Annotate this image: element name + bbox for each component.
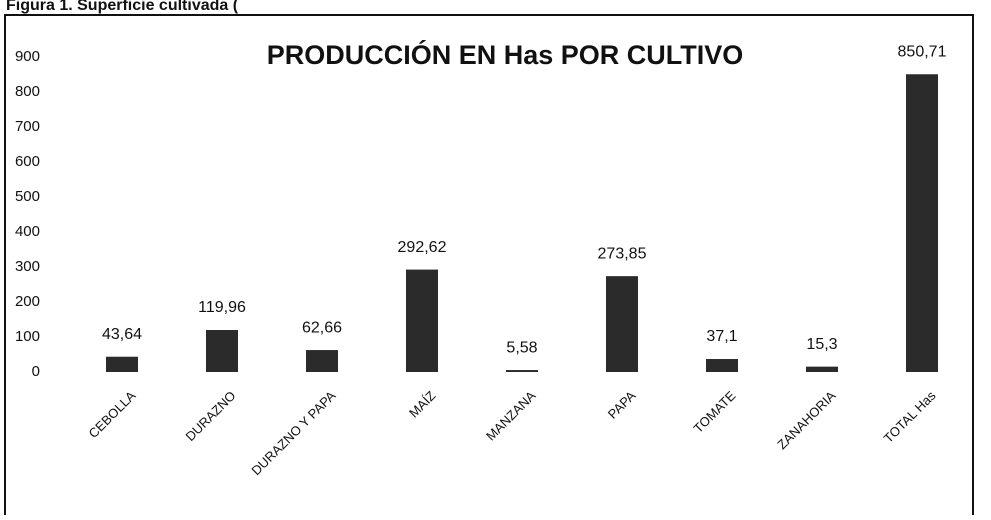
bar bbox=[206, 330, 238, 372]
y-tick-label: 600 bbox=[15, 153, 40, 170]
y-tick-label: 400 bbox=[15, 223, 40, 240]
x-tick-label: DURAZNO Y PAPA bbox=[248, 388, 338, 478]
y-tick-label: 900 bbox=[15, 48, 40, 65]
value-label: 273,85 bbox=[598, 245, 647, 262]
bar bbox=[606, 276, 638, 372]
figure-caption: Figura 1. Superficie cultivada ( bbox=[6, 0, 239, 14]
value-label: 37,1 bbox=[706, 328, 737, 345]
bar bbox=[306, 350, 338, 372]
chart-frame bbox=[4, 14, 974, 520]
x-tick-label: MAÍZ bbox=[406, 388, 439, 421]
x-tick-label: ZANAHORIA bbox=[774, 388, 838, 452]
value-label: 15,3 bbox=[806, 336, 837, 353]
bar bbox=[906, 74, 938, 373]
x-tick-label: MANZANA bbox=[483, 388, 539, 444]
y-tick-label: 100 bbox=[15, 328, 40, 345]
value-label: 43,64 bbox=[102, 326, 142, 343]
bar bbox=[506, 370, 538, 372]
chart-title: PRODUCCIÓN EN Has POR CULTIVO bbox=[267, 39, 744, 70]
y-tick-label: 800 bbox=[15, 83, 40, 100]
value-label: 119,96 bbox=[198, 299, 246, 316]
value-label: 292,62 bbox=[398, 239, 447, 256]
x-tick-label: PAPA bbox=[605, 388, 639, 422]
x-tick-label: DURAZNO bbox=[182, 388, 238, 444]
x-tick-label: TOTAL Has bbox=[881, 388, 939, 446]
x-tick-label: CEBOLLA bbox=[86, 388, 139, 441]
y-tick-label: 300 bbox=[15, 258, 40, 275]
bar bbox=[406, 269, 438, 372]
value-label: 850,71 bbox=[898, 43, 947, 60]
bar bbox=[706, 359, 738, 372]
y-tick-label: 500 bbox=[15, 188, 40, 205]
y-tick-label: 200 bbox=[15, 293, 40, 310]
x-tick-label: TOMATE bbox=[690, 388, 738, 436]
bar bbox=[806, 366, 838, 372]
value-label: 5,58 bbox=[506, 339, 537, 356]
value-label: 62,66 bbox=[302, 319, 342, 336]
y-tick-label: 0 bbox=[32, 363, 40, 380]
y-tick-label: 700 bbox=[15, 118, 40, 135]
bar bbox=[106, 356, 138, 372]
